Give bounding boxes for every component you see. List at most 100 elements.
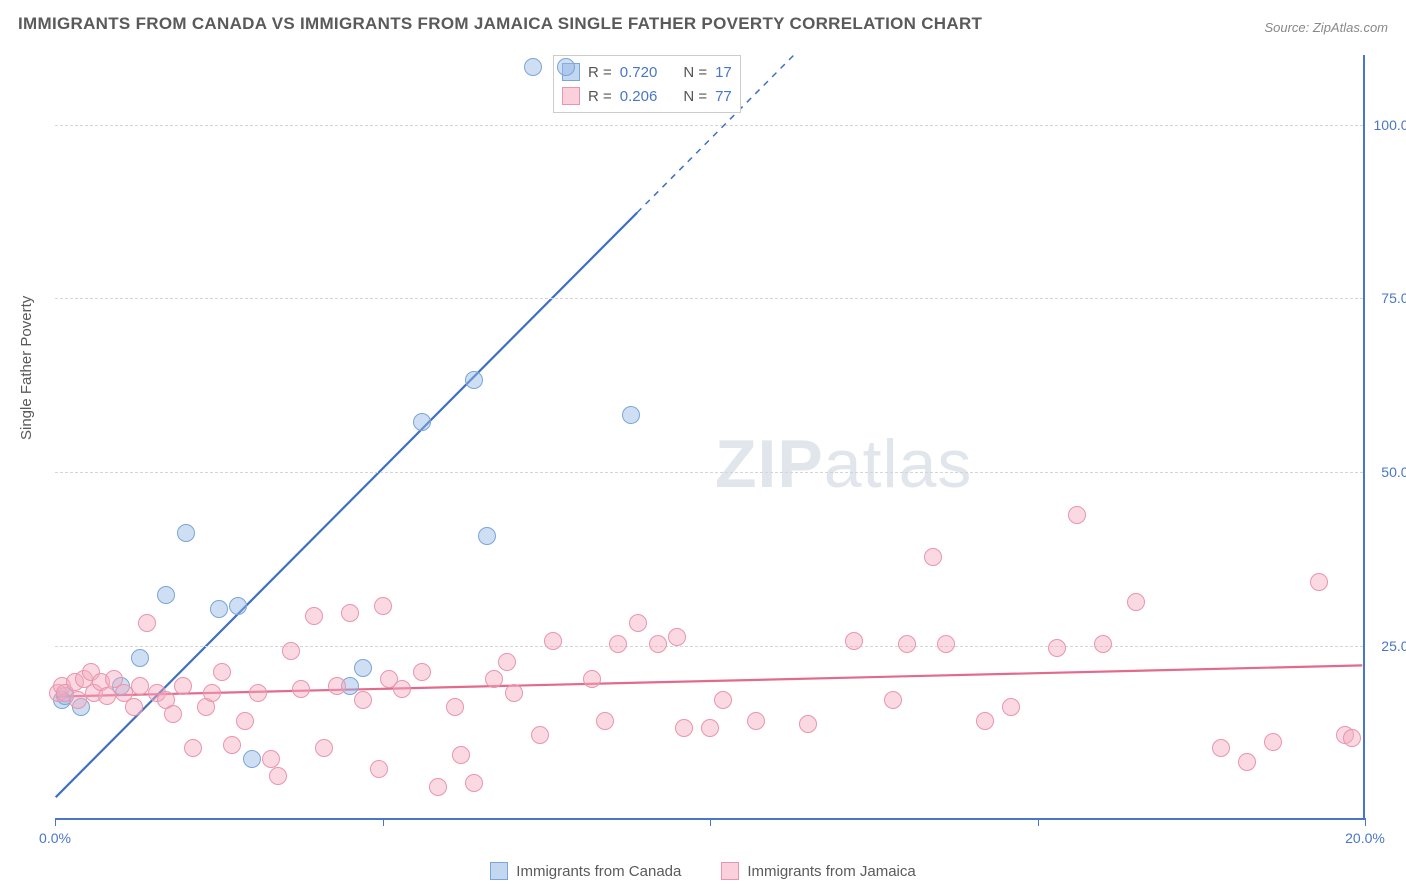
data-point-jamaica — [341, 604, 359, 622]
data-point-canada — [354, 659, 372, 677]
bottom-legend-label: Immigrants from Canada — [516, 863, 681, 880]
data-point-canada — [478, 527, 496, 545]
x-tick — [710, 818, 711, 826]
y-tick-label: 25.0% — [1381, 638, 1406, 654]
data-point-canada — [465, 371, 483, 389]
data-point-jamaica — [629, 614, 647, 632]
data-point-jamaica — [413, 663, 431, 681]
data-point-jamaica — [544, 632, 562, 650]
data-point-jamaica — [203, 684, 221, 702]
data-point-canada — [524, 58, 542, 76]
x-tick-label: 20.0% — [1345, 830, 1385, 846]
data-point-canada — [557, 58, 575, 76]
x-tick — [55, 818, 56, 826]
legend-n-label: N = — [683, 88, 707, 105]
data-point-jamaica — [1002, 698, 1020, 716]
bottom-legend: Immigrants from Canada Immigrants from J… — [0, 862, 1406, 880]
y-tick-label: 75.0% — [1381, 290, 1406, 306]
data-point-jamaica — [1212, 739, 1230, 757]
data-point-jamaica — [649, 635, 667, 653]
data-point-canada — [622, 406, 640, 424]
data-point-jamaica — [292, 680, 310, 698]
data-point-canada — [210, 600, 228, 618]
data-point-jamaica — [505, 684, 523, 702]
data-point-canada — [413, 413, 431, 431]
data-point-jamaica — [1310, 573, 1328, 591]
legend-swatch-canada — [490, 862, 508, 880]
data-point-jamaica — [1048, 639, 1066, 657]
y-tick-label: 50.0% — [1381, 464, 1406, 480]
data-point-jamaica — [305, 607, 323, 625]
data-point-canada — [243, 750, 261, 768]
data-point-jamaica — [531, 726, 549, 744]
data-point-canada — [131, 649, 149, 667]
legend-swatch-jamaica — [721, 862, 739, 880]
data-point-jamaica — [1264, 733, 1282, 751]
gridline — [55, 646, 1363, 647]
legend-r-value-canada: 0.720 — [620, 64, 658, 81]
data-point-jamaica — [446, 698, 464, 716]
x-tick — [1038, 818, 1039, 826]
x-tick — [1365, 818, 1366, 826]
data-point-jamaica — [164, 705, 182, 723]
gridline — [55, 125, 1363, 126]
legend-swatch-jamaica — [562, 87, 580, 105]
data-point-jamaica — [138, 614, 156, 632]
data-point-jamaica — [69, 691, 87, 709]
watermark-rest: atlas — [824, 426, 973, 502]
data-point-jamaica — [898, 635, 916, 653]
data-point-jamaica — [596, 712, 614, 730]
watermark-bold: ZIP — [715, 426, 824, 502]
data-point-jamaica — [452, 746, 470, 764]
data-point-jamaica — [675, 719, 693, 737]
data-point-jamaica — [315, 739, 333, 757]
data-point-jamaica — [262, 750, 280, 768]
data-point-jamaica — [1238, 753, 1256, 771]
plot-area: ZIPatlas R = 0.720 N = 17 R = 0.206 N = … — [55, 55, 1365, 820]
data-point-jamaica — [354, 691, 372, 709]
data-point-jamaica — [668, 628, 686, 646]
data-point-jamaica — [249, 684, 267, 702]
data-point-jamaica — [485, 670, 503, 688]
legend-r-value-jamaica: 0.206 — [620, 88, 658, 105]
data-point-jamaica — [282, 642, 300, 660]
data-point-jamaica — [269, 767, 287, 785]
data-point-jamaica — [174, 677, 192, 695]
data-point-canada — [177, 524, 195, 542]
data-point-jamaica — [328, 677, 346, 695]
data-point-jamaica — [213, 663, 231, 681]
data-point-jamaica — [701, 719, 719, 737]
data-point-jamaica — [223, 736, 241, 754]
data-point-jamaica — [98, 687, 116, 705]
watermark: ZIPatlas — [715, 425, 972, 503]
data-point-canada — [229, 597, 247, 615]
data-point-jamaica — [370, 760, 388, 778]
x-tick — [383, 818, 384, 826]
correlation-legend: R = 0.720 N = 17 R = 0.206 N = 77 — [553, 55, 741, 113]
legend-n-label: N = — [683, 64, 707, 81]
bottom-legend-canada: Immigrants from Canada — [490, 862, 681, 880]
data-point-jamaica — [1094, 635, 1112, 653]
legend-r-label: R = — [588, 64, 612, 81]
chart-title: IMMIGRANTS FROM CANADA VS IMMIGRANTS FRO… — [18, 14, 982, 34]
data-point-jamaica — [976, 712, 994, 730]
trend-lines-svg — [55, 55, 1363, 818]
data-point-jamaica — [498, 653, 516, 671]
data-point-jamaica — [125, 698, 143, 716]
data-point-jamaica — [374, 597, 392, 615]
bottom-legend-jamaica: Immigrants from Jamaica — [721, 862, 915, 880]
data-point-jamaica — [714, 691, 732, 709]
data-point-jamaica — [1343, 729, 1361, 747]
data-point-jamaica — [609, 635, 627, 653]
data-point-jamaica — [429, 778, 447, 796]
data-point-jamaica — [184, 739, 202, 757]
data-point-jamaica — [924, 548, 942, 566]
data-point-jamaica — [937, 635, 955, 653]
data-point-jamaica — [747, 712, 765, 730]
gridline — [55, 472, 1363, 473]
legend-n-value-jamaica: 77 — [715, 88, 732, 105]
legend-row-canada: R = 0.720 N = 17 — [562, 60, 732, 84]
y-tick-label: 100.0% — [1374, 117, 1406, 133]
bottom-legend-label: Immigrants from Jamaica — [747, 863, 915, 880]
data-point-jamaica — [799, 715, 817, 733]
